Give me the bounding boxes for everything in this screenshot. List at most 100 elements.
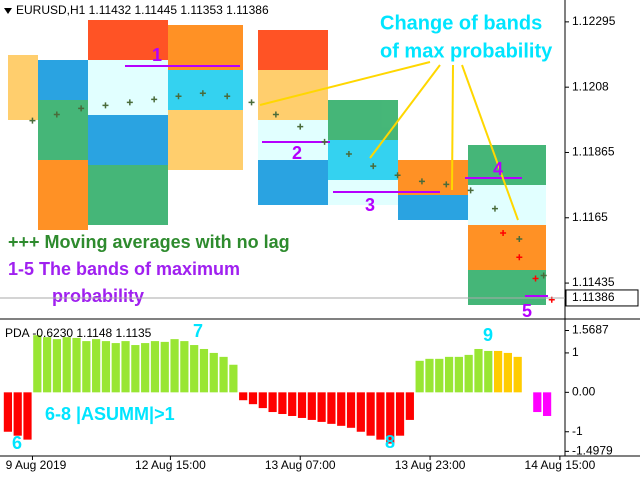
y-tick-label: -1.4979 bbox=[572, 444, 613, 458]
arrow bbox=[369, 64, 441, 159]
band-number: 5 bbox=[522, 301, 532, 321]
histogram-bar bbox=[190, 345, 199, 393]
ma-marker bbox=[248, 99, 255, 106]
histogram-bar bbox=[268, 392, 277, 413]
arrow bbox=[451, 64, 454, 191]
histogram-bar bbox=[415, 360, 424, 393]
ma-marker bbox=[297, 123, 304, 130]
histogram-bar bbox=[72, 337, 81, 393]
ma-marker bbox=[53, 111, 60, 118]
histogram-bar bbox=[23, 392, 32, 440]
histogram-bar bbox=[484, 350, 493, 393]
histogram-bar bbox=[297, 392, 307, 418]
histogram-bar bbox=[13, 392, 22, 436]
menu-triangle[interactable] bbox=[4, 8, 12, 14]
histogram-bar bbox=[278, 392, 287, 415]
indicator-title: PDA -0.6230 1.1148 1.1135 bbox=[5, 326, 152, 340]
ma-marker bbox=[516, 254, 523, 261]
y-tick-label: 1.11865 bbox=[572, 145, 615, 159]
histogram-bar bbox=[131, 345, 140, 393]
heat-cell bbox=[258, 70, 328, 120]
heat-cell bbox=[8, 55, 38, 120]
annotation: 6-8 |ASUMM|>1 bbox=[45, 404, 175, 424]
y-tick-label: 1.11435 bbox=[572, 275, 615, 289]
heat-cell bbox=[168, 25, 243, 70]
annotation: 9 bbox=[483, 325, 493, 345]
annotation: Change of bands bbox=[380, 12, 542, 34]
x-tick-label: 13 Aug 07:00 bbox=[265, 458, 336, 472]
x-tick-label: 12 Aug 15:00 bbox=[135, 458, 206, 472]
histogram-bar bbox=[150, 341, 160, 393]
y-tick-label: 0.00 bbox=[572, 385, 596, 399]
histogram-bar bbox=[43, 337, 52, 393]
ma-marker bbox=[224, 93, 231, 100]
histogram-bar bbox=[395, 392, 405, 436]
ma-marker bbox=[345, 150, 352, 157]
histogram-bar bbox=[160, 341, 169, 393]
histogram-bar bbox=[307, 392, 316, 420]
histogram-bar bbox=[3, 392, 13, 432]
annotation: 6 bbox=[12, 433, 22, 453]
histogram-bar bbox=[513, 356, 522, 393]
ma-marker bbox=[443, 181, 450, 188]
heat-cell bbox=[258, 160, 328, 205]
annotation: probability bbox=[52, 286, 144, 306]
heat-cell bbox=[38, 60, 88, 100]
histogram-bar bbox=[386, 392, 395, 444]
annotation: 1-5 The bands of maximum bbox=[8, 259, 240, 279]
heat-cell bbox=[468, 270, 546, 305]
histogram-bar bbox=[376, 392, 385, 440]
histogram-bar bbox=[219, 356, 228, 393]
histogram-bar bbox=[444, 356, 454, 393]
histogram-bar bbox=[337, 392, 346, 426]
last-price-box bbox=[565, 289, 639, 307]
heat-cell bbox=[328, 140, 398, 180]
ma-marker bbox=[102, 102, 109, 109]
band-number: 2 bbox=[292, 143, 302, 163]
annotation: of max probability bbox=[380, 40, 553, 62]
ma-marker bbox=[151, 96, 158, 103]
band-number: 4 bbox=[493, 159, 503, 179]
change-arrows bbox=[259, 61, 519, 221]
x-tick-label: 13 Aug 23:00 bbox=[395, 458, 466, 472]
annotation: +++ Moving averages with no lag bbox=[8, 232, 290, 252]
histogram-bar bbox=[101, 341, 111, 393]
heat-cell bbox=[168, 70, 243, 110]
ma-marker bbox=[321, 138, 328, 145]
heat-cell bbox=[258, 30, 328, 70]
ma-marker bbox=[418, 178, 425, 185]
histogram-bar bbox=[209, 352, 218, 393]
heat-cell bbox=[88, 60, 168, 115]
plot-layer bbox=[3, 90, 555, 444]
arrow bbox=[259, 61, 431, 106]
ma-marker bbox=[532, 275, 539, 282]
ma-marker bbox=[394, 172, 401, 179]
last-price-label: 1.11386 bbox=[572, 290, 615, 304]
histogram-bar bbox=[542, 392, 552, 416]
ma-marker bbox=[467, 187, 474, 194]
heat-cell bbox=[88, 165, 168, 225]
x-tick-label: 9 Aug 2019 bbox=[6, 458, 67, 472]
annotation: 8 bbox=[385, 432, 395, 452]
histogram-bar bbox=[493, 350, 503, 393]
y-tick-label: 1.1208 bbox=[572, 79, 609, 93]
histogram-bar bbox=[346, 392, 356, 428]
ma-marker bbox=[491, 205, 498, 212]
heat-cell bbox=[398, 160, 468, 195]
histogram-bar bbox=[121, 341, 130, 393]
heat-cell bbox=[38, 100, 88, 160]
histogram-bar bbox=[425, 358, 434, 393]
y-tick-label: 1.1165 bbox=[572, 210, 608, 224]
histogram-bar bbox=[170, 339, 179, 393]
histogram-bar bbox=[317, 392, 326, 422]
band-number: 3 bbox=[365, 195, 375, 215]
histogram-bar bbox=[258, 392, 267, 409]
ma-marker bbox=[500, 229, 507, 236]
histogram-bar bbox=[327, 392, 336, 424]
heat-cell bbox=[38, 160, 88, 230]
heat-cell bbox=[398, 195, 468, 220]
histogram-bar bbox=[435, 358, 444, 393]
heat-cell bbox=[88, 115, 168, 165]
histogram-bar bbox=[366, 392, 375, 436]
